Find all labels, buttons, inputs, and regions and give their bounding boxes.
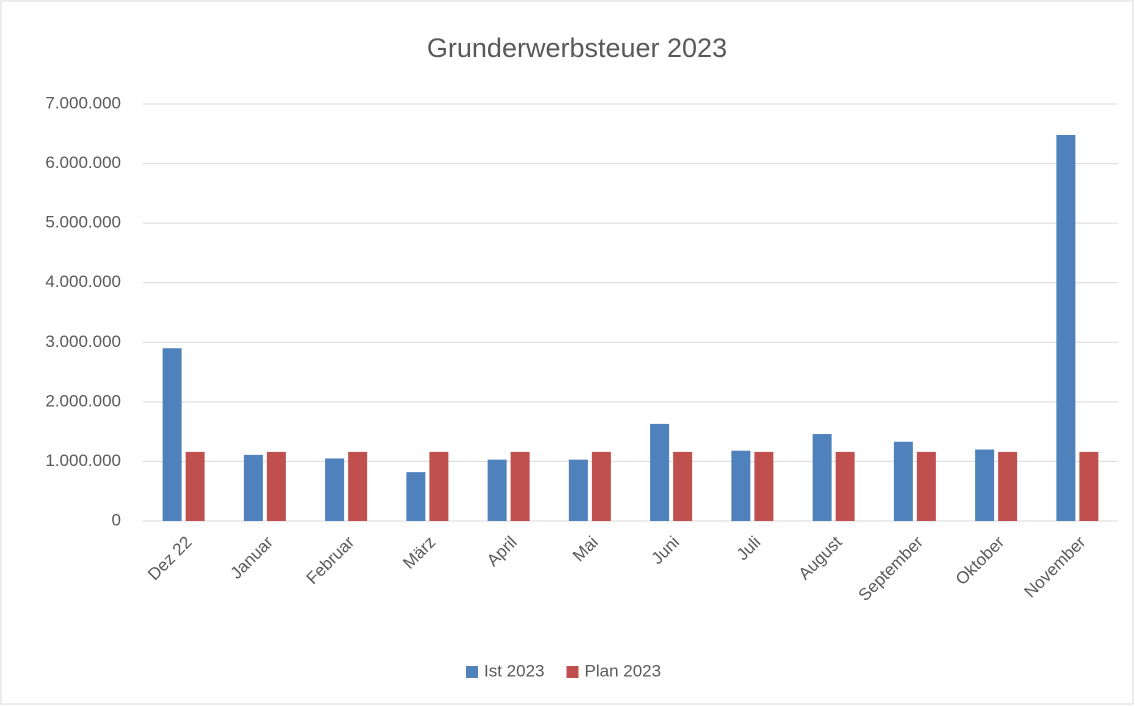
legend-label: Plan 2023: [585, 661, 662, 680]
bar: [916, 451, 936, 521]
bar: [893, 441, 913, 521]
bar: [429, 451, 449, 521]
bar: [487, 459, 507, 521]
bar: [325, 458, 345, 521]
legend-swatch: [566, 666, 579, 678]
bar: [510, 451, 530, 521]
bar: [835, 451, 855, 521]
bar: [1056, 134, 1076, 521]
legend-label: Ist 2023: [484, 661, 545, 680]
bar: [975, 449, 995, 521]
chart-title: Grunderwerbsteuer 2023: [427, 33, 727, 63]
bar: [650, 423, 670, 521]
y-tick-label: 4.000.000: [45, 272, 121, 291]
bar: [1079, 451, 1099, 521]
y-tick-label: 7.000.000: [45, 93, 121, 112]
bar: [673, 451, 693, 521]
y-tick-label: 1.000.000: [45, 451, 121, 470]
bar: [185, 451, 205, 521]
bar: [998, 451, 1018, 521]
bar: [754, 451, 774, 521]
bar: [591, 451, 611, 521]
bar: [243, 454, 263, 521]
legend-swatch: [466, 666, 478, 678]
bar: [568, 459, 588, 521]
bar: [406, 472, 426, 521]
bar: [731, 450, 751, 521]
y-tick-label: 5.000.000: [45, 213, 121, 232]
bar: [266, 451, 286, 521]
y-tick-label: 3.000.000: [45, 332, 121, 351]
bar: [812, 434, 832, 521]
y-tick-label: 6.000.000: [45, 153, 121, 172]
y-tick-label: 0: [112, 510, 121, 529]
y-tick-label: 2.000.000: [45, 391, 121, 410]
bar: [348, 451, 368, 521]
bar: [162, 348, 182, 521]
